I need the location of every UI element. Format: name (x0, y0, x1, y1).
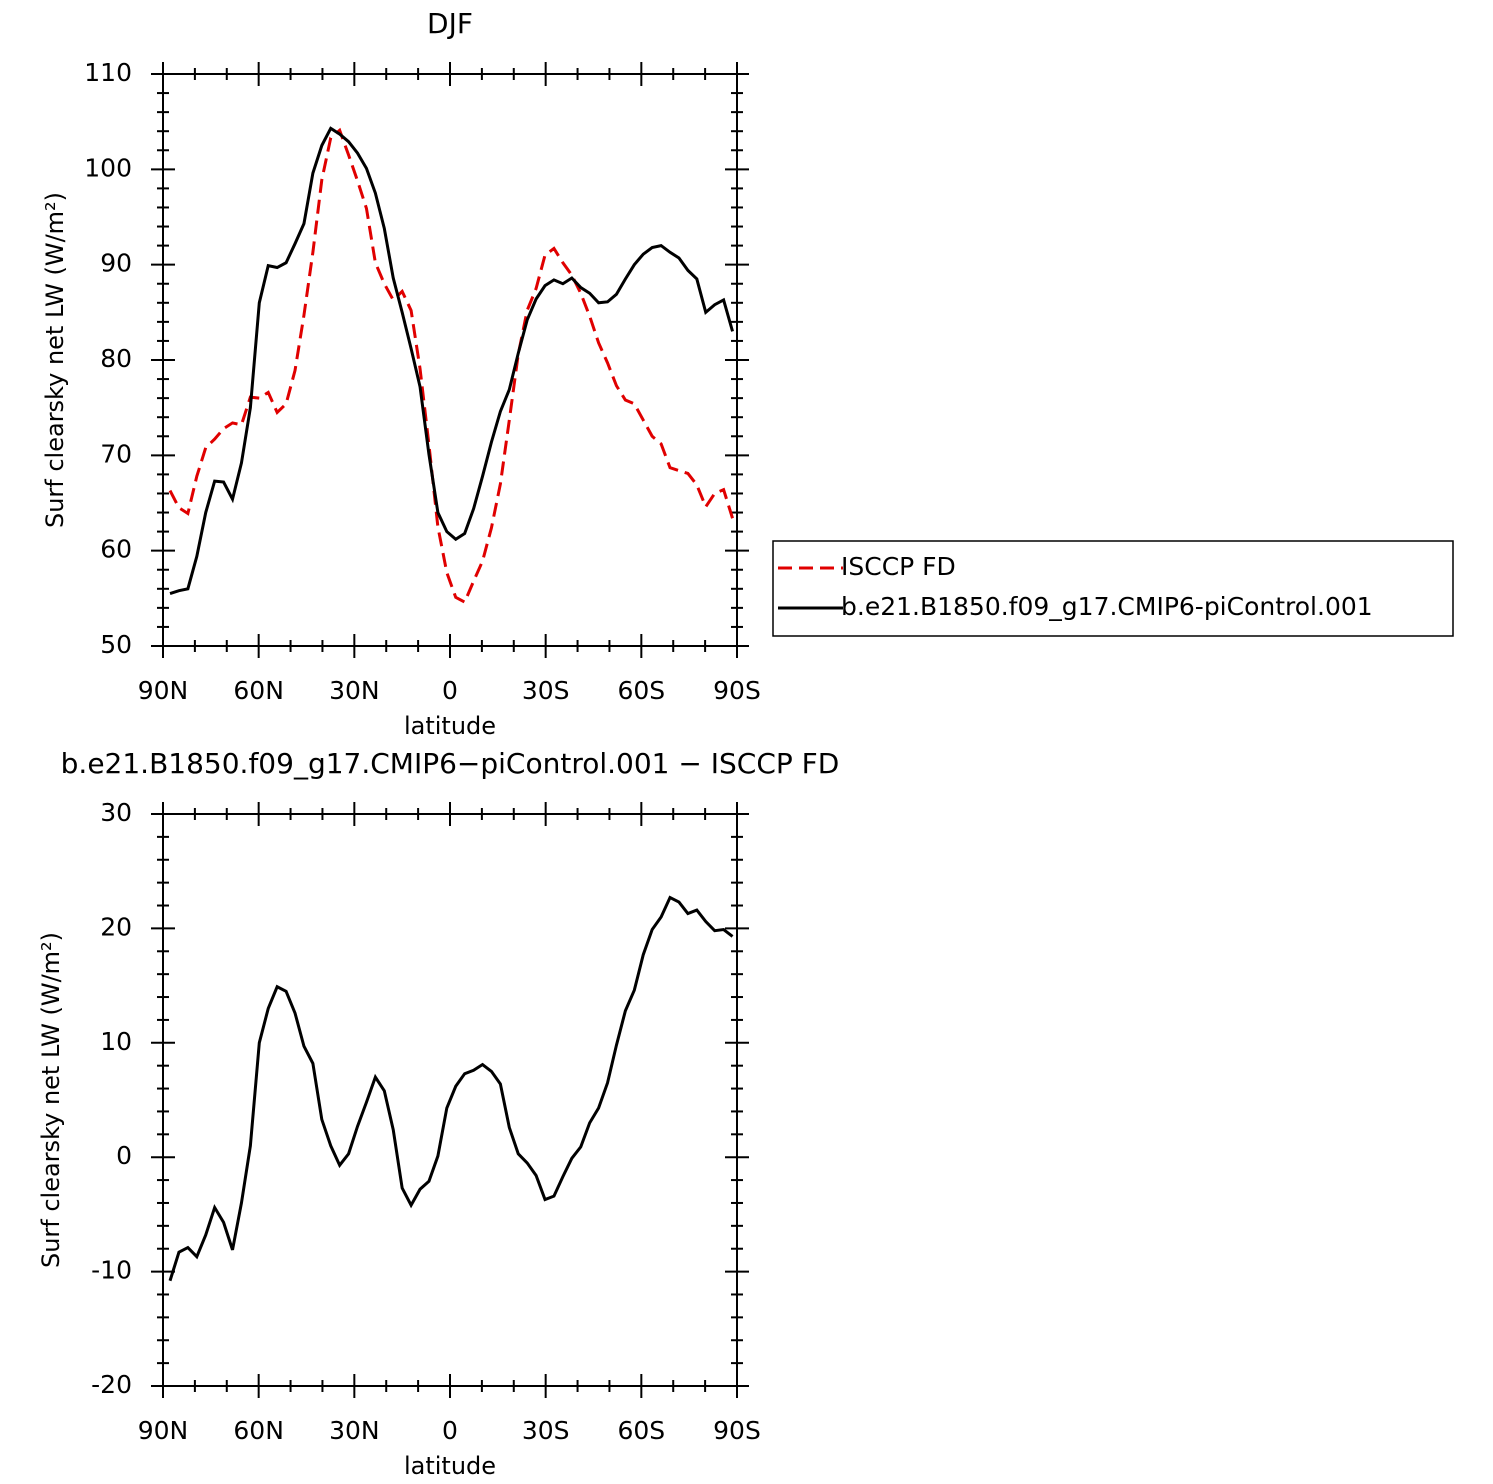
x-tick-label: 90N (138, 676, 189, 705)
x-tick-label: 90S (713, 1416, 761, 1445)
data-line (168, 895, 734, 1282)
y-tick-label: -20 (91, 1370, 132, 1399)
x-tick-label: 90S (713, 676, 761, 705)
x-tick-label: 60N (233, 1416, 284, 1445)
x-tick-label: 30N (329, 676, 380, 705)
y-tick-label: 10 (100, 1027, 132, 1056)
y-tick-label: 50 (100, 630, 132, 659)
y-tick-label: 30 (100, 798, 132, 827)
x-axis-label: latitude (404, 1452, 496, 1480)
x-tick-label: 60S (617, 1416, 665, 1445)
x-axis-label: latitude (404, 712, 496, 740)
y-axis-label: Surf clearsky net LW (W/m²) (37, 932, 65, 1268)
x-tick-label: 30S (522, 676, 570, 705)
y-tick-label: 100 (84, 153, 132, 182)
x-tick-label: 0 (442, 1416, 458, 1445)
y-tick-label: 110 (84, 58, 132, 87)
data-line (169, 126, 734, 595)
chart-title: b.e21.B1850.f09_g17.CMIP6−piControl.001 … (61, 747, 840, 780)
y-tick-label: 20 (100, 912, 132, 941)
y-axis-label: Surf clearsky net LW (W/m²) (41, 192, 69, 528)
x-tick-label: 90N (138, 1416, 189, 1445)
x-tick-label: 60N (233, 676, 284, 705)
y-tick-label: -10 (91, 1256, 132, 1285)
data-line (168, 127, 734, 605)
legend-label: ISCCP FD (841, 552, 956, 581)
legend-label: b.e21.B1850.f09_g17.CMIP6-piControl.001 (841, 592, 1373, 621)
y-tick-label: 0 (116, 1141, 132, 1170)
chart-title: DJF (427, 7, 473, 40)
x-tick-label: 30N (329, 1416, 380, 1445)
y-tick-label: 60 (100, 535, 132, 564)
y-tick-label: 90 (100, 249, 132, 278)
x-tick-label: 60S (617, 676, 665, 705)
y-tick-label: 80 (100, 344, 132, 373)
x-tick-label: 0 (442, 676, 458, 705)
plot-frame (162, 73, 738, 647)
y-tick-label: 70 (100, 439, 132, 468)
x-tick-label: 30S (522, 1416, 570, 1445)
legend-box (772, 540, 1454, 637)
